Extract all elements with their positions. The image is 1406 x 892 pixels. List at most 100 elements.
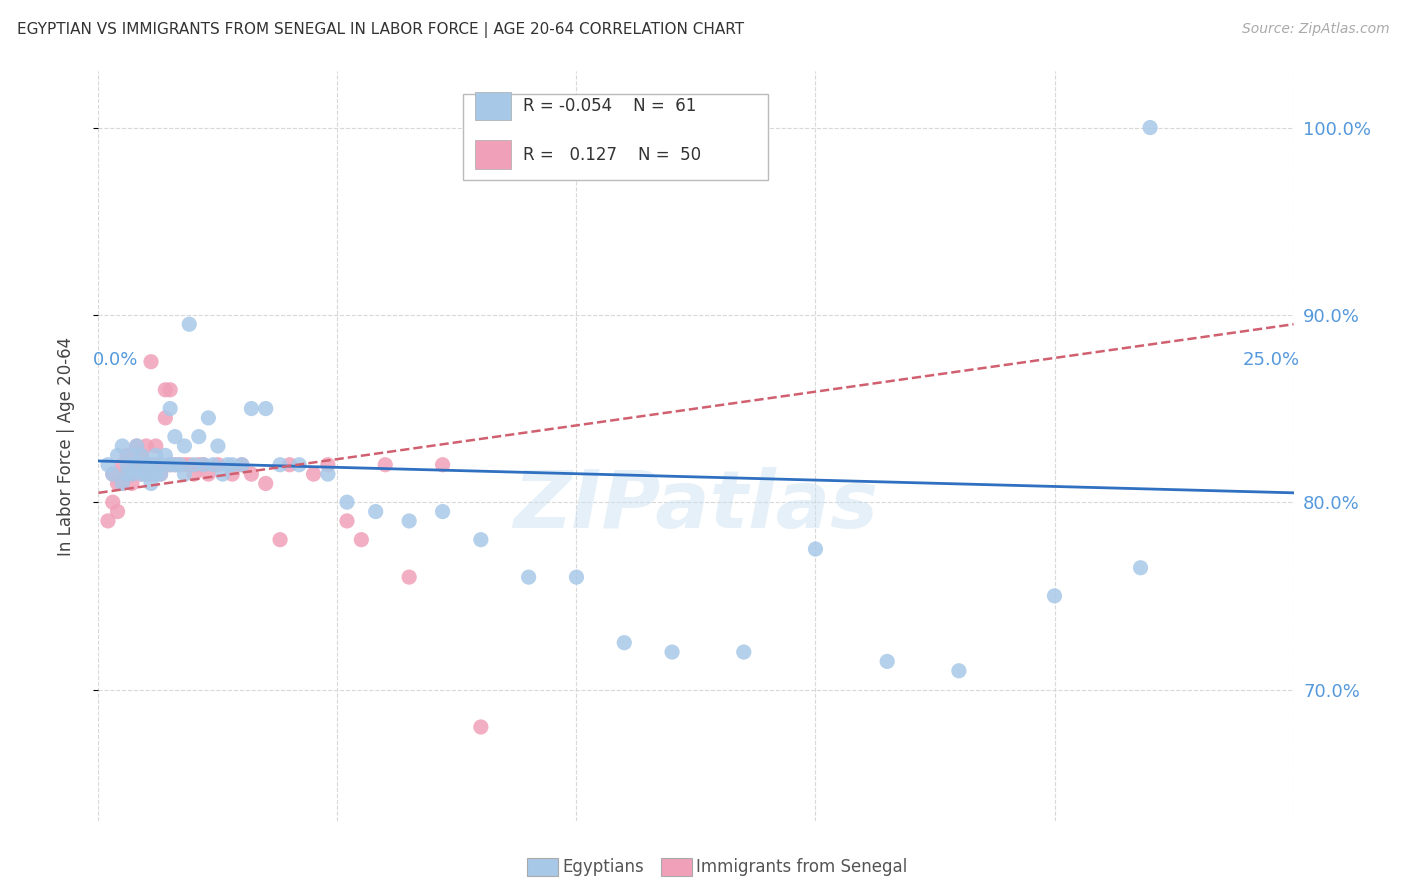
Point (207, 458, 229, 472)
Point (139, 355, 162, 369)
Point (1139, 120, 1161, 135)
Point (149, 458, 172, 472)
Point (131, 449, 153, 463)
Point (240, 467, 263, 482)
Point (131, 449, 153, 463)
Point (125, 439, 148, 453)
Text: R = -0.054    N =  61: R = -0.054 N = 61 (523, 97, 696, 115)
Point (948, 664, 970, 678)
Point (131, 467, 153, 482)
Point (163, 458, 186, 472)
Point (1129, 561, 1152, 575)
Text: ZIPatlas: ZIPatlas (513, 467, 879, 545)
Point (173, 467, 195, 482)
Point (155, 411, 177, 425)
Point (115, 458, 138, 472)
Point (97, 514, 120, 528)
Point (149, 467, 172, 482)
Point (565, 570, 588, 584)
FancyBboxPatch shape (463, 94, 768, 180)
Y-axis label: In Labor Force | Age 20-64: In Labor Force | Age 20-64 (56, 336, 75, 556)
Point (107, 449, 129, 463)
Point (221, 467, 243, 482)
Point (125, 458, 148, 472)
Point (197, 467, 219, 482)
Point (121, 476, 143, 491)
Point (115, 467, 138, 482)
Point (1043, 589, 1066, 603)
Point (364, 505, 387, 519)
Bar (475, 140, 510, 169)
Point (316, 467, 339, 482)
Point (155, 449, 177, 463)
Point (139, 476, 162, 491)
Point (350, 533, 373, 547)
Point (613, 636, 636, 650)
Point (145, 449, 167, 463)
Point (145, 458, 167, 472)
Point (139, 467, 162, 482)
Point (97, 458, 120, 472)
Text: 25.0%: 25.0% (1243, 351, 1299, 368)
Point (125, 439, 148, 453)
Point (432, 505, 454, 519)
Point (159, 458, 181, 472)
Point (179, 318, 201, 332)
Point (240, 401, 263, 416)
Point (254, 401, 277, 416)
Point (217, 458, 239, 472)
Text: Egyptians: Egyptians (562, 858, 644, 876)
Point (316, 458, 339, 472)
Point (733, 645, 755, 659)
Point (661, 645, 683, 659)
Text: Immigrants from Senegal: Immigrants from Senegal (696, 858, 907, 876)
Point (145, 439, 167, 453)
Point (254, 476, 277, 491)
Point (374, 458, 396, 472)
Point (135, 458, 157, 472)
Point (231, 458, 253, 472)
Point (193, 458, 215, 472)
Point (183, 458, 205, 472)
Point (107, 476, 129, 491)
Point (432, 458, 454, 472)
Point (101, 467, 124, 482)
Point (121, 467, 143, 482)
Point (398, 570, 420, 584)
Point (470, 720, 492, 734)
Point (278, 458, 301, 472)
Point (121, 467, 143, 482)
Point (111, 476, 134, 491)
Point (517, 570, 540, 584)
Point (111, 439, 134, 453)
Point (101, 467, 124, 482)
Point (169, 458, 191, 472)
Point (302, 467, 325, 482)
Text: R =   0.127    N =  50: R = 0.127 N = 50 (523, 145, 700, 163)
Point (111, 476, 134, 491)
Point (121, 449, 143, 463)
Point (111, 458, 134, 472)
Point (125, 458, 148, 472)
Point (179, 458, 201, 472)
Point (269, 533, 291, 547)
Point (159, 401, 181, 416)
Point (135, 439, 157, 453)
Bar (475, 92, 510, 120)
Point (173, 439, 195, 453)
Text: EGYPTIAN VS IMMIGRANTS FROM SENEGAL IN LABOR FORCE | AGE 20-64 CORRELATION CHART: EGYPTIAN VS IMMIGRANTS FROM SENEGAL IN L… (17, 22, 744, 38)
Point (876, 655, 898, 669)
Point (221, 458, 243, 472)
Point (163, 458, 186, 472)
Point (398, 514, 420, 528)
Point (193, 458, 215, 472)
Point (197, 411, 219, 425)
Point (187, 458, 209, 472)
Point (211, 467, 233, 482)
Point (336, 514, 359, 528)
Point (115, 449, 138, 463)
Point (135, 467, 157, 482)
Point (804, 542, 827, 557)
Point (163, 430, 186, 444)
Point (159, 383, 181, 397)
